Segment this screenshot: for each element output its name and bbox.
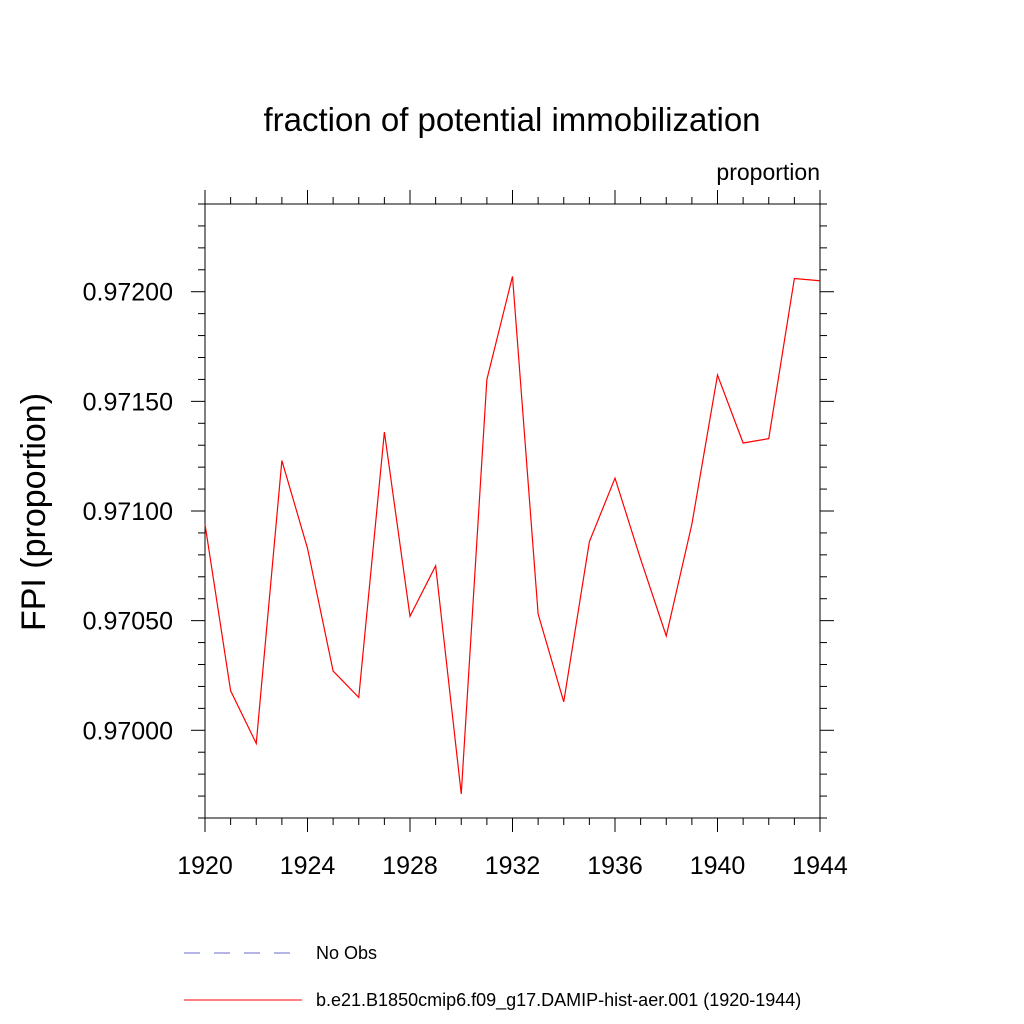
y-tick-label: 0.97150: [83, 388, 173, 416]
x-tick-label: 1932: [485, 852, 541, 880]
legend: No Obs b.e21.B1850cmip6.f09_g17.DAMIP-his…: [184, 943, 801, 1011]
series-line-1: [204, 276, 821, 794]
plot-frame: [204, 203, 821, 819]
x-tick-label: 1928: [382, 852, 438, 880]
x-tick-label: 1940: [690, 852, 746, 880]
y-tick-label: 0.97100: [83, 498, 173, 526]
plot-area: 1920 1924 1928 1932 1936 1940 1944 0.97000 0.970…: [83, 190, 848, 880]
legend-label-1: b.e21.B1850cmip6.f09_g17.DAMIP-hist-aer.…: [316, 990, 801, 1011]
units-label: proportion: [716, 159, 820, 185]
x-tick-label: 1936: [587, 852, 643, 880]
chart-title: fraction of potential immobilization: [263, 101, 760, 138]
y-tick-label: 0.97200: [83, 279, 173, 307]
y-tick-label: 0.97050: [83, 608, 173, 636]
x-tick-label: 1920: [177, 852, 233, 880]
x-tick-label: 1924: [280, 852, 336, 880]
y-axis-label: FPI (proportion): [15, 393, 53, 631]
legend-label-0: No Obs: [316, 943, 377, 963]
x-tick-label: 1944: [792, 852, 848, 880]
y-tick-label: 0.97000: [83, 717, 173, 745]
